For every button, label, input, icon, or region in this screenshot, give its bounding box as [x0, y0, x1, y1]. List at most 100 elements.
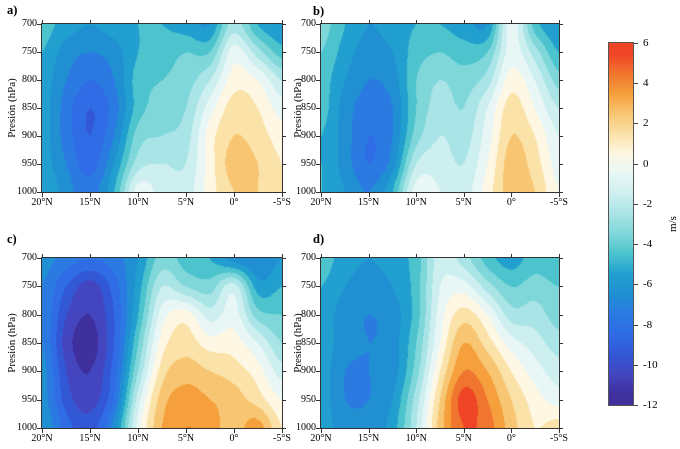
x-tick-mark — [90, 20, 91, 23]
y-tick-mark — [560, 314, 563, 316]
y-tick-mark — [37, 24, 41, 25]
colorbar-tick-label: -10 — [643, 358, 658, 371]
y-tick-label: 900 — [22, 129, 37, 141]
x-tick-mark — [282, 20, 283, 23]
x-tick-mark — [186, 429, 187, 433]
y-tick-mark — [560, 258, 563, 259]
y-tick-mark — [37, 399, 41, 401]
y-tick-mark — [560, 52, 563, 53]
panel-c-label: c) — [7, 232, 17, 246]
panel-a: a) Presión (hPa) 700 750 800 850 900 950 1000 2… — [6, 3, 291, 208]
x-tick-mark — [368, 429, 370, 433]
y-tick-mark — [316, 399, 320, 401]
y-tick-mark — [316, 164, 320, 165]
y-tick-mark — [283, 258, 286, 259]
y-tick-mark — [283, 343, 286, 344]
y-tick-label: 700 — [301, 17, 316, 29]
y-tick-mark — [283, 399, 286, 401]
y-tick-label: 900 — [301, 129, 316, 141]
y-tick-mark — [560, 343, 563, 344]
panel-b: b) Presión (hPa) 700 750 800 850 900 950 1000 2… — [292, 4, 568, 208]
y-tick-label: 900 — [301, 365, 316, 377]
y-tick-mark — [316, 343, 320, 344]
y-tick-label: 800 — [301, 73, 316, 85]
x-tick-mark — [234, 20, 235, 23]
y-tick-mark — [316, 428, 320, 429]
y-tick-label: 750 — [22, 280, 37, 292]
y-tick-mark — [316, 192, 320, 193]
y-tick-label: 750 — [301, 280, 316, 292]
x-tick-label: 20°N — [31, 433, 53, 444]
panel-c-contour-canvas — [42, 258, 282, 428]
y-tick-mark — [316, 52, 320, 53]
colorbar-tick-label: -4 — [643, 238, 653, 251]
y-tick-mark — [283, 371, 286, 373]
colorbar-tick-label: 2 — [643, 117, 649, 130]
x-tick-mark — [416, 254, 418, 257]
x-tick-label: 5°N — [177, 197, 195, 208]
y-tick-label: 700 — [301, 251, 316, 263]
x-tick-label: 15°N — [79, 197, 101, 208]
x-tick-label: 5°N — [455, 433, 472, 444]
colorbar-tick-mark — [634, 83, 638, 85]
x-tick-mark — [234, 254, 235, 257]
x-tick-mark — [42, 429, 43, 433]
y-tick-mark — [283, 136, 286, 137]
y-tick-mark — [560, 428, 563, 429]
colorbar-tick-mark — [634, 123, 638, 125]
y-tick-mark — [37, 52, 41, 53]
panel-c: c) Presión (hPa) 700 750 800 850 900 950 1000 2… — [6, 232, 291, 444]
y-tick-mark — [560, 286, 563, 288]
colorbar-tick-mark — [634, 163, 638, 165]
y-tick-label: 850 — [301, 336, 316, 348]
x-tick-mark — [416, 20, 418, 23]
y-tick-label: 750 — [301, 45, 316, 57]
x-tick-label: 5°N — [455, 197, 472, 208]
y-tick-mark — [560, 136, 563, 137]
x-tick-mark — [416, 429, 418, 433]
y-tick-mark — [37, 258, 41, 259]
y-tick-mark — [316, 258, 320, 259]
x-tick-mark — [42, 254, 43, 257]
x-tick-mark — [186, 20, 187, 23]
y-tick-label: 800 — [301, 308, 316, 320]
x-tick-label: 0° — [506, 197, 516, 208]
x-tick-mark — [282, 254, 283, 257]
x-tick-label: 0° — [506, 433, 516, 444]
x-tick-label: 0° — [229, 197, 239, 208]
colorbar-tick-label: 4 — [643, 77, 649, 90]
y-tick-mark — [37, 136, 41, 137]
x-tick-mark — [234, 193, 235, 197]
y-tick-label: 800 — [22, 73, 37, 85]
x-tick-mark — [511, 193, 513, 197]
y-tick-mark — [37, 192, 41, 193]
y-tick-mark — [560, 164, 563, 165]
x-tick-label: 10°N — [405, 433, 427, 444]
x-tick-mark — [416, 193, 418, 197]
colorbar-unit-label: m/s — [667, 216, 679, 232]
x-tick-label: 10°N — [127, 197, 149, 208]
x-tick-mark — [138, 429, 139, 433]
colorbar-tick-label: -8 — [643, 318, 653, 331]
y-tick-label: 700 — [22, 17, 37, 29]
y-tick-mark — [560, 80, 563, 81]
y-tick-mark — [316, 24, 320, 25]
y-tick-mark — [316, 108, 320, 109]
x-tick-mark — [368, 254, 370, 257]
x-tick-mark — [463, 193, 465, 197]
x-tick-label: 20°N — [31, 197, 53, 208]
x-tick-mark — [42, 20, 43, 23]
x-tick-label: 20°N — [310, 197, 332, 208]
x-tick-label: 15°N — [357, 197, 380, 208]
y-tick-mark — [37, 343, 41, 344]
x-tick-label: -5°S — [273, 433, 291, 444]
x-tick-mark — [368, 20, 370, 23]
colorbar-tick-mark — [634, 244, 638, 246]
y-tick-label: 800 — [22, 308, 37, 320]
x-tick-mark — [138, 254, 139, 257]
y-tick-label: 750 — [22, 45, 37, 57]
colorbar-gradient-canvas — [609, 43, 633, 405]
y-tick-mark — [37, 314, 41, 316]
y-tick-label: 950 — [22, 157, 37, 169]
